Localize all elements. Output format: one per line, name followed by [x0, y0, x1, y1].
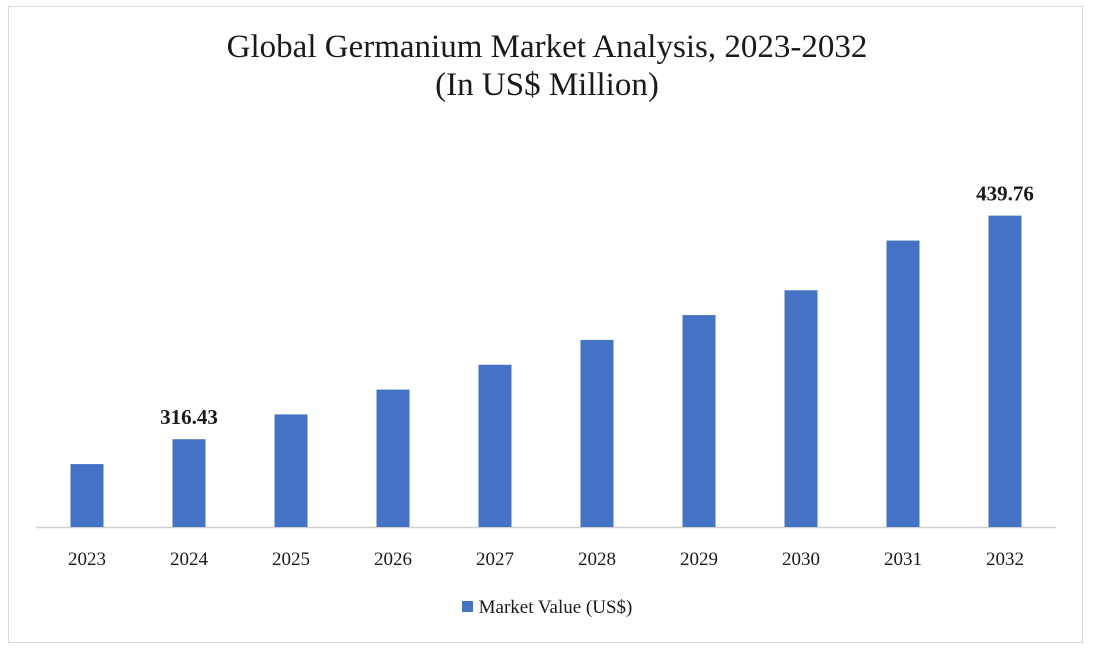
x-tick-label-2023: 2023 — [68, 549, 106, 570]
bar-2032 — [988, 215, 1022, 527]
bar-2023 — [70, 464, 104, 527]
x-tick-label-2032: 2032 — [986, 549, 1024, 570]
chart-title: Global Germanium Market Analysis, 2023-2… — [226, 29, 868, 65]
x-tick-label-2025: 2025 — [272, 549, 310, 570]
legend-swatch — [461, 601, 473, 612]
bar-2024 — [172, 439, 206, 527]
x-tick-label-2030: 2030 — [782, 549, 820, 570]
x-tick-label-2028: 2028 — [578, 549, 616, 570]
bar-2027 — [478, 364, 512, 527]
bar-2031 — [886, 240, 920, 527]
x-tick-label-2029: 2029 — [680, 549, 718, 570]
legend: Market Value (US$) — [0, 597, 1094, 619]
x-tick-label-2024: 2024 — [170, 549, 209, 570]
data-label-2024: 316.43 — [160, 405, 218, 429]
chart-title-block: Global Germanium Market Analysis, 2023-2… — [0, 28, 1094, 104]
x-tick-label-2031: 2031 — [884, 549, 922, 570]
bar-2030 — [784, 290, 818, 527]
legend-label: Market Value (US$) — [478, 597, 633, 618]
x-tick-label-2026: 2026 — [374, 549, 412, 570]
bar-2029 — [682, 315, 716, 527]
bar-2026 — [376, 389, 410, 527]
chart-subtitle: (In US$ Million) — [435, 67, 659, 103]
data-label-2032: 439.76 — [976, 182, 1034, 206]
bar-2028 — [580, 339, 614, 527]
bar-2025 — [274, 414, 308, 527]
x-tick-label-2027: 2027 — [476, 549, 514, 570]
